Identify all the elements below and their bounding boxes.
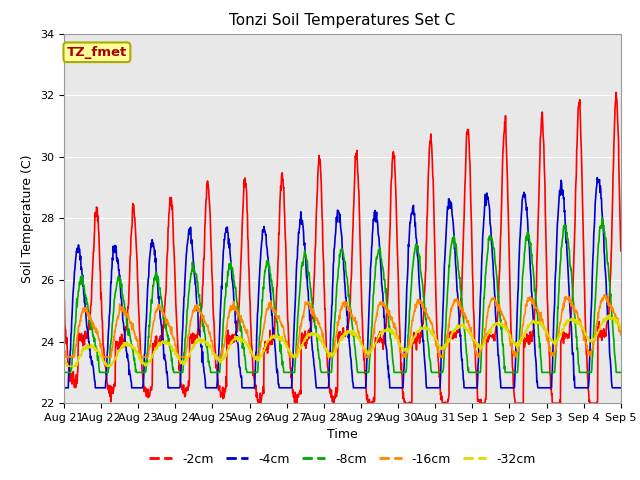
- -8cm: [617, 370, 625, 375]
- -2cm: [502, 130, 509, 135]
- -8cm: [171, 370, 179, 375]
- -16cm: [246, 350, 254, 356]
- Line: -32cm: -32cm: [64, 314, 621, 366]
- -2cm: [255, 400, 262, 406]
- -16cm: [551, 349, 559, 355]
- -32cm: [171, 348, 179, 354]
- -2cm: [551, 400, 559, 406]
- -4cm: [551, 300, 559, 306]
- -16cm: [429, 327, 437, 333]
- -16cm: [171, 339, 179, 345]
- -16cm: [184, 333, 192, 339]
- -16cm: [502, 319, 509, 324]
- -16cm: [60, 350, 68, 356]
- Line: -8cm: -8cm: [64, 218, 621, 372]
- -4cm: [170, 385, 178, 391]
- Title: Tonzi Soil Temperatures Set C: Tonzi Soil Temperatures Set C: [229, 13, 456, 28]
- -2cm: [617, 248, 625, 254]
- Line: -16cm: -16cm: [64, 295, 621, 357]
- -4cm: [502, 385, 509, 391]
- -32cm: [246, 348, 254, 354]
- -32cm: [60, 354, 68, 360]
- -32cm: [617, 326, 625, 332]
- -2cm: [60, 291, 68, 297]
- -8cm: [246, 370, 254, 375]
- -8cm: [599, 215, 607, 221]
- -32cm: [605, 312, 613, 317]
- -4cm: [617, 385, 625, 391]
- -2cm: [612, 89, 620, 95]
- -8cm: [184, 298, 192, 303]
- -8cm: [60, 366, 68, 372]
- -2cm: [429, 176, 437, 181]
- -8cm: [61, 370, 68, 375]
- Legend: -2cm, -4cm, -8cm, -16cm, -32cm: -2cm, -4cm, -8cm, -16cm, -32cm: [145, 448, 540, 471]
- -32cm: [551, 338, 559, 344]
- -4cm: [246, 385, 254, 391]
- -32cm: [184, 354, 192, 360]
- -2cm: [170, 253, 178, 259]
- -4cm: [593, 175, 601, 180]
- Y-axis label: Soil Temperature (C): Soil Temperature (C): [22, 154, 35, 283]
- -32cm: [502, 324, 509, 330]
- -32cm: [64, 363, 72, 369]
- -4cm: [60, 385, 68, 391]
- -2cm: [246, 300, 254, 306]
- -2cm: [184, 387, 191, 393]
- -16cm: [600, 292, 608, 298]
- -8cm: [551, 364, 559, 370]
- -8cm: [429, 370, 437, 375]
- -4cm: [184, 237, 191, 243]
- Text: TZ_fmet: TZ_fmet: [67, 46, 127, 59]
- -4cm: [429, 385, 436, 391]
- Line: -4cm: -4cm: [64, 178, 621, 388]
- -32cm: [429, 332, 437, 338]
- Line: -2cm: -2cm: [64, 92, 621, 403]
- X-axis label: Time: Time: [327, 429, 358, 442]
- -16cm: [617, 332, 625, 338]
- -8cm: [502, 370, 509, 375]
- -16cm: [61, 354, 69, 360]
